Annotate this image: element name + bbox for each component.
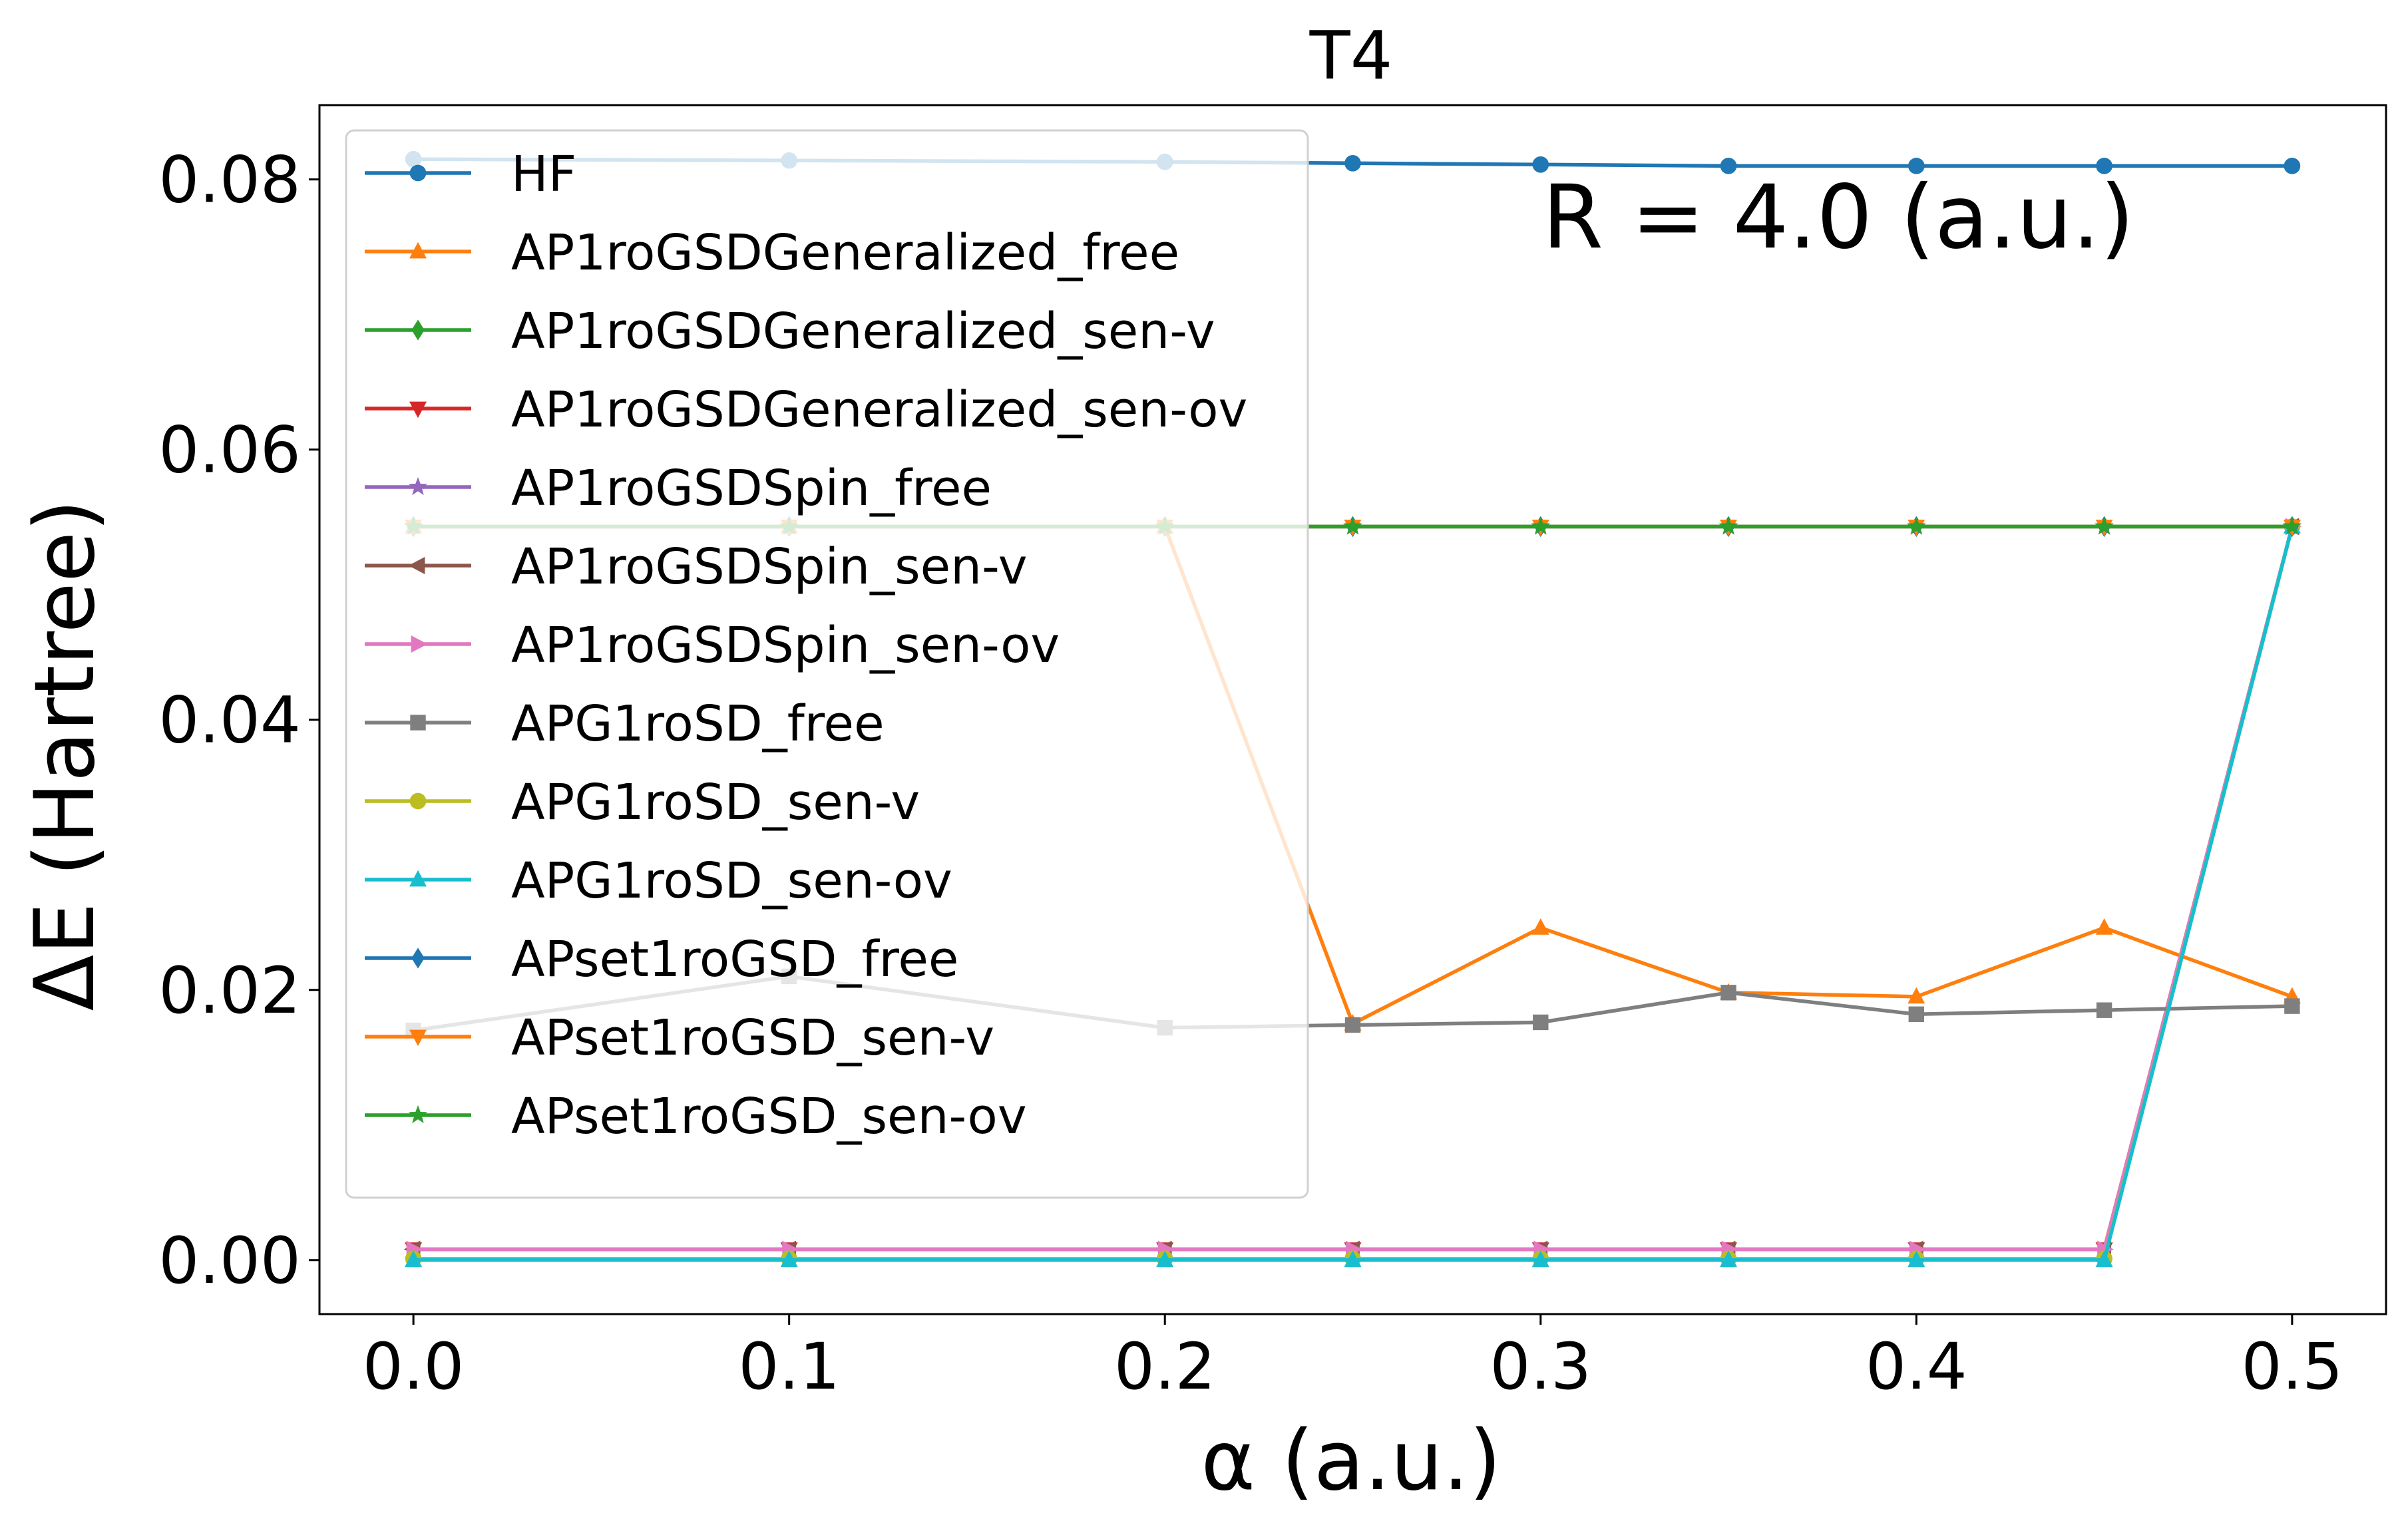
legend-label: APset1roGSD_sen-v: [511, 1009, 994, 1067]
legend-box: [345, 129, 1309, 1199]
legend-label: AP1roGSDGeneralized_sen-ov: [511, 381, 1247, 438]
data-point: [1720, 1250, 1737, 1268]
x-tick-label: 0.5: [2242, 1329, 2343, 1404]
y-tick-label: 0.08: [158, 143, 301, 218]
plot-frame: [318, 104, 2387, 1315]
x-axis-label: α (a.u.): [1201, 1413, 1501, 1509]
data-point: [1344, 1017, 1361, 1033]
legend-marker: [409, 401, 427, 419]
legend-marker: [411, 947, 425, 969]
data-point: [1907, 158, 1925, 174]
data-point: [1532, 156, 1549, 173]
data-point: [1531, 1250, 1549, 1268]
data-point: [2095, 918, 2113, 935]
data-point: [2096, 1002, 2112, 1018]
y-tick-label: 0.06: [158, 413, 301, 488]
chart-title: T4: [1309, 17, 1393, 94]
y-tick-label: 0.02: [158, 953, 301, 1028]
data-point: [1907, 516, 1926, 535]
legend-label: APG1roSD_sen-v: [511, 774, 920, 831]
x-tick-label: 0.4: [1866, 1329, 1967, 1404]
data-point: [2095, 516, 2114, 535]
y-tick-label: 0.04: [158, 683, 301, 758]
legend-marker: [409, 870, 427, 887]
legend-marker: [410, 715, 426, 731]
plot-area: 0.0 0.1 0.2 0.3 0.4 0.5 0.00 0.02 0.04 0.06 0.08 R …: [158, 104, 2387, 1404]
data-point: [1720, 158, 1737, 174]
legend-marker: [409, 242, 427, 259]
legend-label: AP1roGSDSpin_sen-ov: [511, 617, 1060, 674]
legend-marker: [408, 557, 425, 574]
legend-label: HF: [511, 146, 576, 203]
legend-label: APG1roSD_sen-ov: [511, 852, 952, 910]
legend-marker: [411, 635, 428, 653]
legend-marker: [409, 792, 427, 810]
x-tick-label: 0.1: [738, 1329, 840, 1404]
data-point: [2095, 1250, 2113, 1268]
data-point: [405, 1250, 423, 1268]
data-point: [2284, 158, 2301, 174]
x-tick-label: 0.2: [1114, 1329, 1216, 1404]
data-point: [1907, 1250, 1925, 1268]
legend-label: AP1roGSDGeneralized_sen-v: [511, 303, 1215, 360]
data-point: [1343, 516, 1362, 535]
legend-label: AP1roGSDSpin_sen-v: [511, 538, 1028, 596]
legend-label: APset1roGSD_free: [511, 931, 958, 988]
legend-marker: [411, 319, 425, 341]
data-point: [1531, 918, 1549, 935]
data-point: [1344, 154, 1361, 172]
legend-label: APG1roSD_free: [511, 695, 885, 753]
data-point: [1533, 1014, 1549, 1031]
y-axis-label: ΔE (Hartree): [17, 499, 113, 1011]
data-point: [1531, 516, 1550, 535]
legend-marker: [409, 1029, 427, 1047]
legend-marker: [408, 477, 428, 496]
annotation-text: R = 4.0 (a.u.): [1542, 166, 2134, 269]
legend-label: AP1roGSDSpin_free: [511, 460, 992, 517]
data-point: [1720, 985, 1736, 1001]
y-tick-label: 0.00: [158, 1224, 301, 1298]
data-point: [2282, 516, 2302, 535]
legend: HF AP1roGSDGeneralized_free AP1roGSDGenera…: [345, 129, 1309, 1199]
data-point: [2096, 158, 2112, 174]
legend-marker: [409, 164, 427, 182]
data-point: [1718, 516, 1738, 535]
legend-label: APset1roGSD_sen-ov: [511, 1088, 1027, 1145]
data-point: [1344, 1250, 1362, 1268]
data-point: [1907, 987, 1925, 1004]
data-point: [2284, 998, 2300, 1014]
x-tick-label: 0.3: [1490, 1329, 1591, 1404]
data-point: [1908, 1006, 1925, 1023]
x-tick-label: 0.0: [363, 1329, 465, 1404]
legend-marker: [408, 1105, 428, 1124]
data-point: [1156, 1250, 1174, 1268]
legend-label: AP1roGSDGeneralized_free: [511, 224, 1179, 281]
data-point: [780, 1250, 798, 1268]
